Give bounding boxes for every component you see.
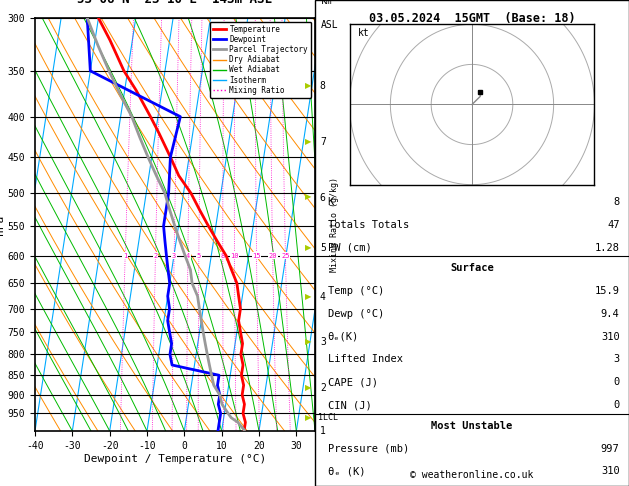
Text: Mixing Ratio (g/kg): Mixing Ratio (g/kg)	[330, 177, 339, 272]
Text: θₑ(K): θₑ(K)	[328, 331, 359, 342]
Text: Lifted Index: Lifted Index	[328, 354, 403, 364]
Text: 47: 47	[607, 220, 620, 230]
Text: 53°06'N  23°10'E  143m ASL: 53°06'N 23°10'E 143m ASL	[77, 0, 272, 6]
Text: Most Unstable: Most Unstable	[431, 421, 513, 431]
Text: 4: 4	[186, 253, 190, 259]
Text: © weatheronline.co.uk: © weatheronline.co.uk	[410, 470, 533, 480]
Text: 15: 15	[252, 253, 261, 259]
Text: ▶: ▶	[305, 137, 312, 146]
Text: ▶: ▶	[305, 243, 312, 252]
Text: Dewp (°C): Dewp (°C)	[328, 309, 384, 319]
Text: CIN (J): CIN (J)	[328, 400, 371, 410]
Text: 2: 2	[153, 253, 157, 259]
Text: ▶: ▶	[305, 292, 312, 301]
Text: 5: 5	[197, 253, 201, 259]
Text: ASL: ASL	[321, 20, 338, 30]
Text: 03.05.2024  15GMT  (Base: 18): 03.05.2024 15GMT (Base: 18)	[369, 12, 576, 25]
Text: K: K	[328, 197, 334, 207]
Text: kt: kt	[358, 28, 369, 38]
Text: 8: 8	[613, 197, 620, 207]
Text: ▶: ▶	[305, 337, 312, 346]
Legend: Temperature, Dewpoint, Parcel Trajectory, Dry Adiabat, Wet Adiabat, Isotherm, Mi: Temperature, Dewpoint, Parcel Trajectory…	[209, 22, 311, 98]
Text: 0: 0	[613, 377, 620, 387]
Text: ▶: ▶	[305, 81, 312, 90]
Text: 310: 310	[601, 467, 620, 476]
Text: 1.28: 1.28	[594, 243, 620, 253]
Text: ▶: ▶	[305, 382, 312, 392]
Text: 10: 10	[230, 253, 239, 259]
Text: PW (cm): PW (cm)	[328, 243, 371, 253]
Text: θₑ (K): θₑ (K)	[328, 467, 365, 476]
Text: Pressure (mb): Pressure (mb)	[328, 444, 409, 453]
Text: Totals Totals: Totals Totals	[328, 220, 409, 230]
Text: Temp (°C): Temp (°C)	[328, 286, 384, 296]
Text: ▶: ▶	[305, 192, 312, 201]
Text: 3: 3	[613, 354, 620, 364]
Text: 25: 25	[281, 253, 290, 259]
Text: 1: 1	[123, 253, 127, 259]
Text: Surface: Surface	[450, 263, 494, 273]
Text: CAPE (J): CAPE (J)	[328, 377, 377, 387]
Text: km: km	[321, 0, 332, 6]
Text: 1LCL: 1LCL	[318, 413, 338, 422]
Text: 20: 20	[269, 253, 277, 259]
Y-axis label: hPa: hPa	[0, 214, 5, 235]
Text: 3: 3	[172, 253, 176, 259]
Text: 0: 0	[613, 400, 620, 410]
Text: 9.4: 9.4	[601, 309, 620, 319]
X-axis label: Dewpoint / Temperature (°C): Dewpoint / Temperature (°C)	[84, 453, 266, 464]
Text: 310: 310	[601, 331, 620, 342]
Text: ▶: ▶	[305, 413, 312, 422]
Text: 15.9: 15.9	[594, 286, 620, 296]
Text: 8: 8	[221, 253, 225, 259]
Text: 997: 997	[601, 444, 620, 453]
